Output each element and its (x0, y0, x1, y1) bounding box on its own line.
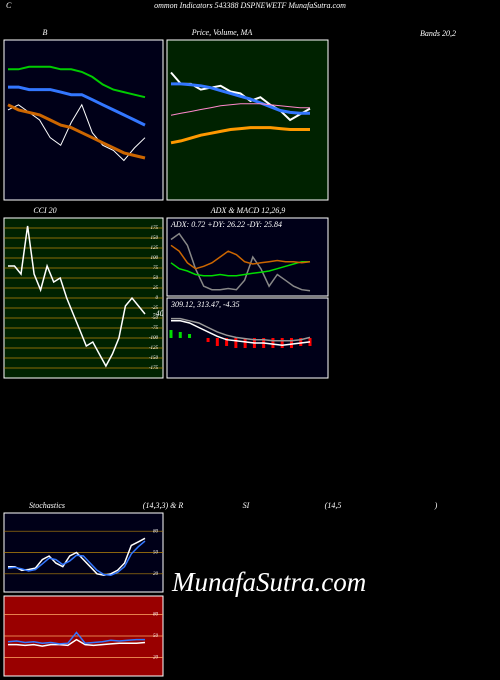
histogram-bar (215, 338, 219, 346)
y-tick-label: 25 (153, 286, 159, 291)
panel-label: CCI 20 (33, 206, 56, 215)
series-line (170, 244, 311, 270)
series-line (171, 82, 310, 115)
histogram-bar (234, 338, 238, 348)
y-tick-label: 20 (153, 656, 159, 661)
y-tick-label: -125 (149, 346, 159, 351)
histogram-bar (299, 338, 303, 346)
y-tick-label: 175 (151, 226, 159, 231)
series-line (8, 85, 146, 127)
y-tick-label: -25 (151, 306, 158, 311)
series-line (171, 320, 311, 346)
series-line (170, 126, 310, 145)
y-tick-label: 125 (151, 246, 159, 251)
header-title: ommon Indicators 543388 DSPNEWETF Munafa… (154, 1, 346, 10)
histogram-bar (289, 338, 293, 348)
panel (166, 217, 329, 297)
bands-label: Bands 20,2 (420, 29, 456, 38)
y-tick-label: 50 (153, 634, 159, 639)
y-tick-label: 0 (156, 296, 159, 301)
y-tick-label: -150 (149, 356, 159, 361)
y-tick-label: -50 (151, 316, 158, 321)
header-letter: C (6, 1, 12, 10)
panel (166, 297, 329, 379)
panel-info: ADX: 0.72 +DY: 26.22 -DY: 25.84 (170, 220, 282, 229)
series-line (171, 317, 311, 342)
y-tick-label: 100 (151, 256, 159, 261)
bottom-title: SI (243, 501, 250, 510)
bottom-title: (14,5 (325, 501, 342, 510)
histogram-bar (271, 338, 275, 348)
bottom-title: (14,3,3) & R (143, 501, 184, 510)
histogram-bar (243, 338, 247, 348)
panel-label: Price, Volume, MA (191, 28, 253, 37)
panel-info: 309.12, 313.47, -4.35 (170, 300, 240, 309)
series-line (170, 260, 310, 277)
series-line (7, 540, 146, 576)
histogram-bar (178, 332, 182, 338)
series-line (7, 103, 146, 160)
series-line (170, 232, 311, 292)
panel-label: ADX & MACD 12,26,9 (210, 206, 285, 215)
y-tick-label: 150 (151, 236, 159, 241)
series-line (7, 631, 145, 645)
histogram-bar (169, 330, 173, 338)
y-tick-label: -75 (151, 326, 158, 331)
watermark: MunafaSutra.com (171, 567, 366, 597)
y-tick-label: -100 (149, 336, 159, 341)
bottom-title: ) (434, 501, 438, 510)
y-tick-label: 75 (153, 266, 159, 271)
histogram-bar (188, 334, 192, 338)
histogram-bar (280, 338, 284, 348)
histogram-bar (206, 338, 210, 342)
y-tick-label: 80 (153, 529, 159, 534)
panel (166, 39, 329, 201)
series-line (8, 638, 146, 647)
histogram-bar (225, 338, 229, 346)
series-line (8, 65, 146, 99)
y-tick-label: 20 (153, 572, 159, 577)
bottom-title: Stochastics (29, 501, 65, 510)
y-tick-label: 50 (153, 276, 159, 281)
y-tick-label: 80 (153, 613, 159, 618)
panel-label: B (43, 28, 48, 37)
y-tick-label: -175 (149, 366, 159, 371)
series-line (8, 225, 146, 368)
last-value: -40 (153, 309, 164, 318)
y-tick-label: 50 (153, 551, 159, 556)
series-line (8, 537, 146, 576)
series-line (170, 103, 310, 116)
panel (3, 39, 164, 201)
